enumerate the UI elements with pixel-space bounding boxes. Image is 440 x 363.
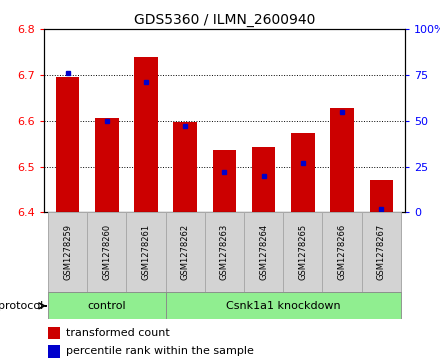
Bar bbox=[56, 77, 79, 212]
Bar bbox=[87, 212, 126, 292]
Bar bbox=[205, 212, 244, 292]
Text: Csnk1a1 knockdown: Csnk1a1 knockdown bbox=[226, 301, 341, 311]
Bar bbox=[134, 57, 158, 212]
Bar bbox=[213, 151, 236, 212]
Text: GSM1278260: GSM1278260 bbox=[102, 224, 111, 280]
Text: GSM1278259: GSM1278259 bbox=[63, 224, 72, 280]
Text: GSM1278267: GSM1278267 bbox=[377, 224, 386, 280]
Bar bbox=[252, 147, 275, 212]
Bar bbox=[362, 212, 401, 292]
Bar bbox=[95, 118, 118, 212]
Bar bbox=[48, 345, 60, 358]
Text: percentile rank within the sample: percentile rank within the sample bbox=[66, 346, 253, 356]
Bar bbox=[48, 327, 60, 339]
Text: protocol: protocol bbox=[0, 301, 43, 311]
Title: GDS5360 / ILMN_2600940: GDS5360 / ILMN_2600940 bbox=[134, 13, 315, 26]
Text: GSM1278265: GSM1278265 bbox=[298, 224, 307, 280]
Bar bbox=[370, 180, 393, 212]
Bar bbox=[330, 108, 354, 212]
Text: GSM1278263: GSM1278263 bbox=[220, 224, 229, 280]
Text: control: control bbox=[88, 301, 126, 311]
Bar bbox=[283, 212, 323, 292]
Bar bbox=[165, 212, 205, 292]
Text: transformed count: transformed count bbox=[66, 328, 169, 338]
Bar bbox=[48, 292, 165, 319]
Bar bbox=[291, 133, 315, 212]
Bar bbox=[323, 212, 362, 292]
Bar bbox=[244, 212, 283, 292]
Bar bbox=[173, 122, 197, 212]
Bar bbox=[165, 292, 401, 319]
Text: GSM1278264: GSM1278264 bbox=[259, 224, 268, 280]
Text: GSM1278262: GSM1278262 bbox=[181, 224, 190, 280]
Bar bbox=[126, 212, 165, 292]
Text: GSM1278266: GSM1278266 bbox=[337, 224, 347, 280]
Bar bbox=[48, 212, 87, 292]
Text: GSM1278261: GSM1278261 bbox=[142, 224, 150, 280]
